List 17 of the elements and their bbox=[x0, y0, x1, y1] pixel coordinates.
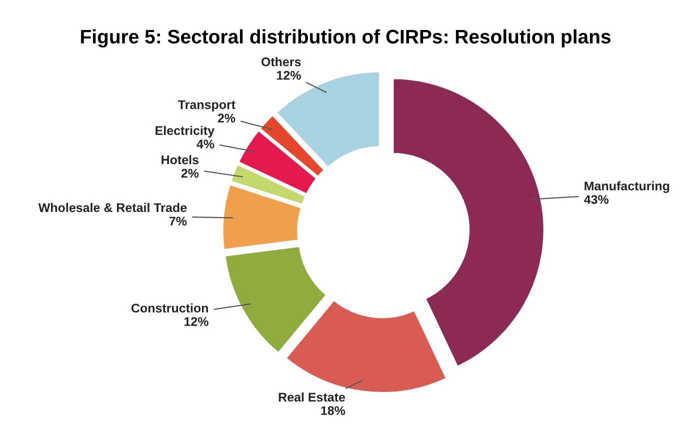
data-label: 12% bbox=[277, 70, 301, 80]
data-label: 2% bbox=[218, 114, 236, 123]
slice-label: Construction bbox=[131, 303, 208, 313]
slice-label: Real Estate bbox=[278, 392, 346, 402]
data-label: 43% bbox=[584, 195, 609, 204]
slice-label: Wholesale & Retail Trade bbox=[38, 202, 187, 212]
data-label: 12% bbox=[184, 317, 208, 326]
slice-label: Hotels bbox=[162, 155, 198, 164]
slice-label: Others bbox=[261, 57, 301, 66]
data-label: 18% bbox=[321, 406, 346, 416]
data-label: 4% bbox=[196, 140, 214, 148]
slice-label: Manufacturing bbox=[584, 181, 670, 193]
chart-title: Figure 5: Sectoral distribution of CIRPs: Resolution plans bbox=[81, 29, 610, 48]
slice-label: Electricity bbox=[156, 126, 214, 138]
slice-label: Transport bbox=[178, 100, 236, 112]
data-label: 7% bbox=[169, 216, 187, 226]
data-label: 2% bbox=[181, 168, 199, 178]
